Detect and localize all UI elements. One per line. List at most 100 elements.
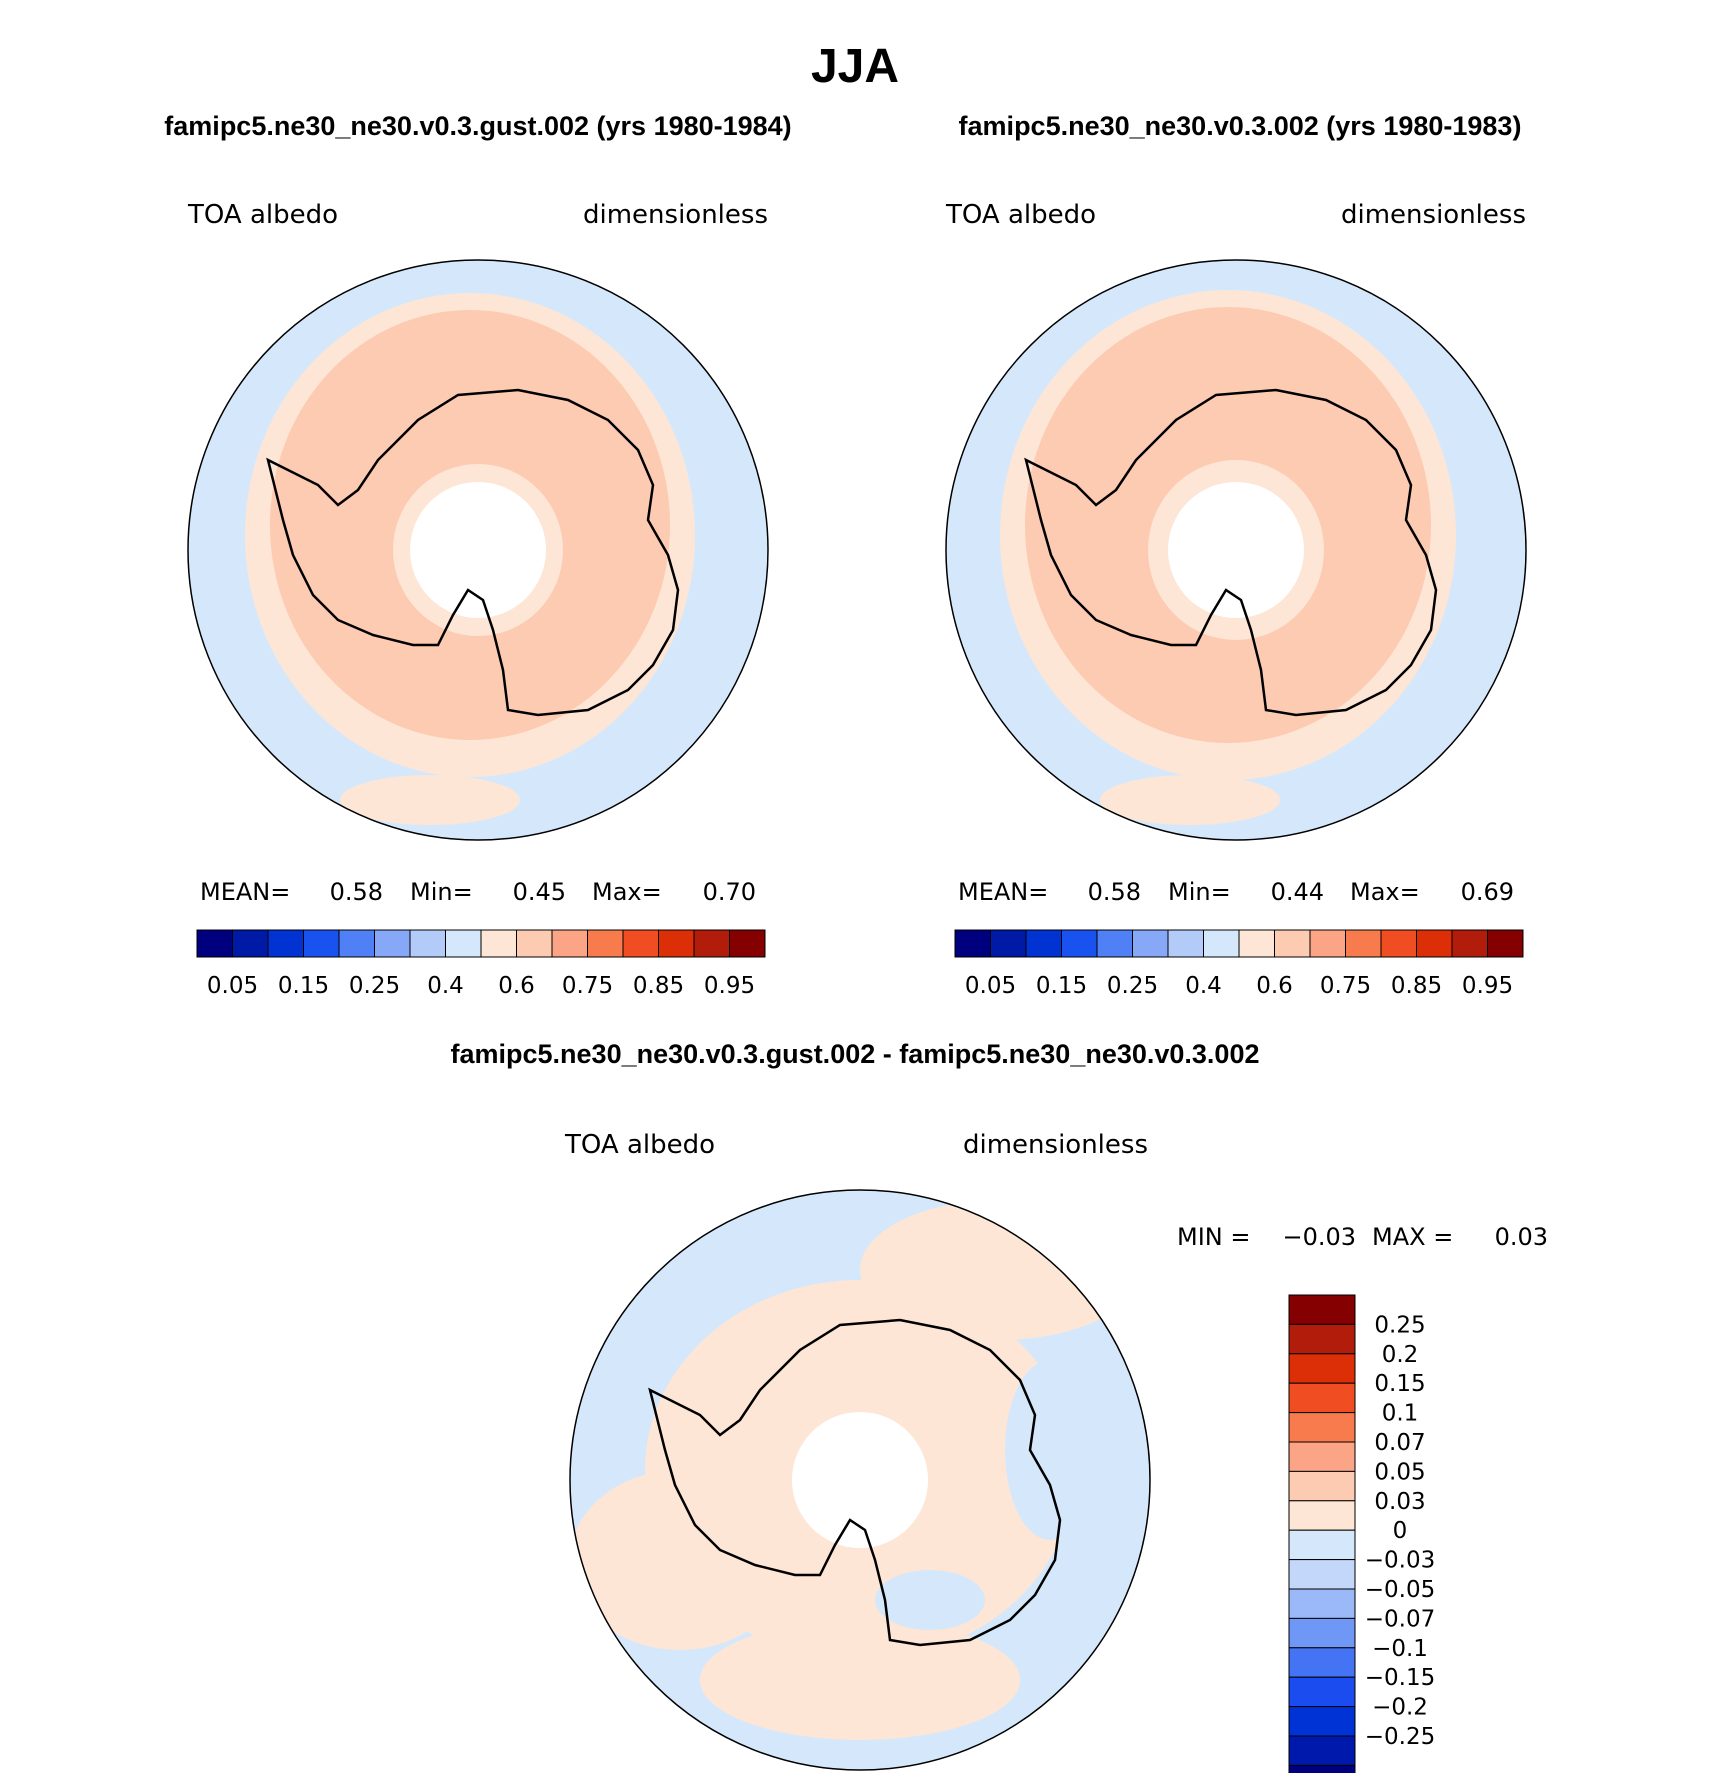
panel-3-positive-region-north — [860, 1200, 1140, 1340]
colorbar-1-swatch-15 — [729, 929, 766, 958]
colorbar-3-tick-label: −0.15 — [1365, 1665, 1435, 1691]
panel-1-max-label: Max= — [592, 878, 662, 906]
colorbar-1-swatch-6 — [409, 929, 446, 958]
colorbar-1-swatch-8 — [480, 929, 517, 958]
panel-3: famipc5.ne30_ne30.v0.3.gust.002 - famipc… — [451, 1039, 1548, 1773]
panel-1-mean-value: 0.58 — [330, 878, 383, 906]
colorbar-1-tick-label: 0.95 — [704, 973, 755, 999]
panel-2-mean-value: 0.58 — [1088, 878, 1141, 906]
colorbar-1-tick-label: 0.15 — [278, 973, 329, 999]
panel-2-left-label: TOA albedo — [945, 200, 1096, 230]
panel-1-map-border — [187, 259, 769, 841]
colorbar-3-tick-label: −0.25 — [1365, 1724, 1435, 1750]
panel-1-coast-patch — [340, 775, 520, 825]
panel-1-max-value: 0.70 — [703, 878, 756, 906]
colorbar-3-swatch-13 — [1288, 1676, 1356, 1708]
panel-1-mean-label: MEAN= — [200, 878, 290, 906]
colorbar-3-swatch-15 — [1288, 1735, 1356, 1766]
colorbar-2-swatch-8 — [1238, 929, 1275, 958]
panel-2-right-label: dimensionless — [1341, 200, 1526, 230]
colorbar-3-tick-label: 0.15 — [1374, 1371, 1425, 1397]
panel-1-min-label: Min= — [410, 878, 473, 906]
colorbar-3-swatch-14 — [1288, 1706, 1356, 1737]
colorbar-1-tick-label: 0.75 — [562, 973, 613, 999]
panel-1-case-title: famipc5.ne30_ne30.v0.3.gust.002 (yrs 198… — [164, 111, 791, 141]
panel-2-max-value: 0.69 — [1461, 878, 1514, 906]
panel-3-stats: MIN = −0.03 MAX = 0.03 — [1177, 1223, 1548, 1251]
colorbar-3-swatch-10 — [1288, 1588, 1356, 1619]
colorbar-3-swatch-2 — [1288, 1353, 1356, 1384]
colorbar-3-tick-label: −0.03 — [1365, 1548, 1435, 1574]
panel-1-stats: MEAN= 0.58 Min= 0.45 Max= 0.70 — [200, 878, 756, 906]
colorbar-3-swatch-12 — [1288, 1647, 1356, 1678]
panel-2-colorbar: 0.05 0.15 0.25 0.4 0.6 0.75 0.85 0.95 — [954, 929, 1524, 999]
colorbar-2-tick-label: 0.6 — [1256, 973, 1293, 999]
figure-title: JJA — [811, 40, 899, 93]
panel-2-map-border — [945, 259, 1527, 841]
colorbar-1-swatch-9 — [516, 929, 553, 958]
colorbar-3-tick-label: 0.03 — [1374, 1489, 1425, 1515]
panel-3-negative-patch-southeast — [875, 1570, 985, 1630]
colorbar-3-tick-label: −0.1 — [1372, 1636, 1428, 1662]
colorbar-1-tick-label: 0.6 — [498, 973, 535, 999]
colorbar-1-swatch-2 — [267, 929, 304, 958]
colorbar-2-swatch-4 — [1096, 929, 1133, 958]
panel-3-max-label: MAX = — [1372, 1223, 1453, 1251]
colorbar-3-swatch-9 — [1288, 1559, 1356, 1590]
colorbar-3-tick-label: 0.05 — [1374, 1459, 1425, 1485]
panel-1-left-label: TOA albedo — [187, 200, 338, 230]
colorbar-2-swatch-5 — [1132, 929, 1169, 958]
colorbar-1-swatch-3 — [303, 929, 340, 958]
colorbar-3-tick-label: −0.2 — [1372, 1695, 1428, 1721]
colorbar-1-tick-label: 0.05 — [207, 973, 258, 999]
colorbar-3-tick-label: 0.1 — [1382, 1401, 1419, 1427]
panel-3-negative-patch-east — [1005, 1360, 1095, 1540]
panel-1-colorbar: 0.05 0.15 0.25 0.4 0.6 0.75 0.85 0.95 — [196, 929, 766, 999]
colorbar-2-swatch-9 — [1274, 929, 1311, 958]
colorbar-1-swatch-12 — [622, 929, 659, 958]
colorbar-1-swatch-10 — [551, 929, 588, 958]
panel-2-missing-pole — [1168, 482, 1304, 618]
colorbar-3-swatch-0 — [1288, 1294, 1356, 1325]
panel-1: famipc5.ne30_ne30.v0.3.gust.002 (yrs 198… — [164, 111, 791, 999]
colorbar-2-swatch-6 — [1167, 929, 1204, 958]
colorbar-2-swatch-11 — [1345, 929, 1382, 958]
colorbar-3-swatch-16 — [1288, 1764, 1356, 1773]
colorbar-2-tick-label: 0.4 — [1185, 973, 1222, 999]
colorbar-2-swatch-0 — [954, 929, 991, 958]
colorbar-3-swatch-11 — [1288, 1617, 1356, 1649]
colorbar-2-swatch-10 — [1309, 929, 1346, 958]
panel-2-min-label: Min= — [1168, 878, 1231, 906]
colorbar-3-tick-label: 0.25 — [1374, 1312, 1425, 1338]
colorbar-3-tick-label: −0.05 — [1365, 1577, 1435, 1603]
panel-2-stats: MEAN= 0.58 Min= 0.44 Max= 0.69 — [958, 878, 1514, 906]
panel-2-mean-label: MEAN= — [958, 878, 1048, 906]
panel-3-colorbar: 0.25 0.2 0.15 0.1 0.07 0.05 0.03 0 −0.03 −0.05 −0.… — [1288, 1294, 1435, 1773]
panel-2-coast-patch — [1100, 775, 1280, 825]
colorbar-2-swatch-13 — [1416, 929, 1453, 958]
colorbar-3-swatch-5 — [1288, 1441, 1356, 1472]
panel-3-map-border — [569, 1189, 1151, 1771]
colorbar-1-swatch-7 — [445, 929, 482, 958]
panel-3-left-label: TOA albedo — [564, 1130, 715, 1160]
colorbar-2-tick-label: 0.15 — [1036, 973, 1087, 999]
colorbar-3-tick-label: 0.2 — [1382, 1342, 1419, 1368]
panel-1-map — [188, 260, 768, 840]
colorbar-3-tick-label: 0 — [1393, 1518, 1408, 1544]
panel-3-right-label: dimensionless — [963, 1130, 1148, 1160]
panel-2-max-label: Max= — [1350, 878, 1420, 906]
panel-3-case-title: famipc5.ne30_ne30.v0.3.gust.002 - famipc… — [451, 1039, 1260, 1069]
panel-3-min-value: −0.03 — [1282, 1223, 1356, 1251]
colorbar-3-swatch-7 — [1288, 1500, 1356, 1531]
colorbar-2-swatch-15 — [1487, 929, 1524, 958]
panel-3-missing-pole — [792, 1412, 928, 1548]
colorbar-2-tick-label: 0.75 — [1320, 973, 1371, 999]
colorbar-3-tick-label: 0.07 — [1374, 1430, 1425, 1456]
panel-3-min-label: MIN = — [1177, 1223, 1250, 1251]
colorbar-3-swatch-6 — [1288, 1470, 1356, 1502]
panel-3-positive-region-south — [700, 1620, 1020, 1740]
colorbar-1-swatch-11 — [587, 929, 624, 958]
panel-1-missing-pole — [410, 482, 546, 618]
colorbar-1-swatch-5 — [374, 929, 411, 958]
